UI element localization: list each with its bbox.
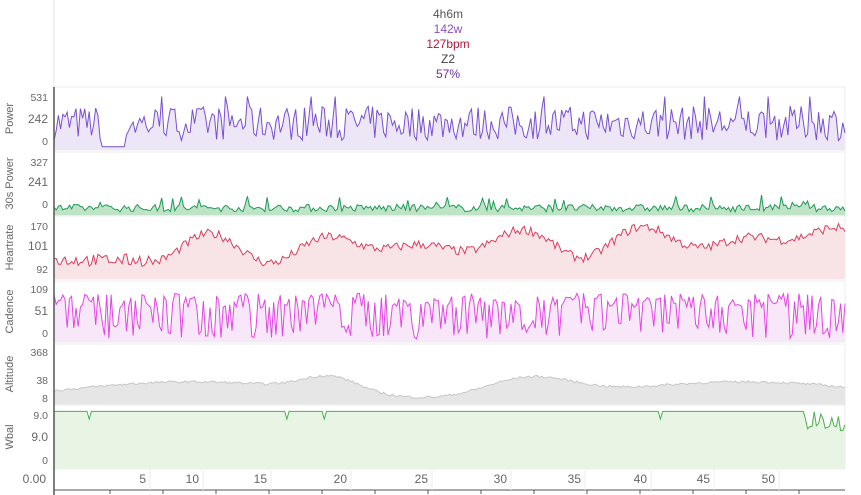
axis-name-power30: 30s Power [4, 157, 16, 209]
ytick-label: 531 [30, 92, 48, 104]
series-line-power [53, 96, 846, 148]
series-area-cadence [54, 293, 845, 342]
x-tick-label: 5 [139, 472, 146, 486]
series-area-altitude [54, 375, 845, 404]
x-tick-label: 10 [186, 472, 200, 486]
ytick-label: 0 [42, 199, 48, 211]
series-line-wbal [54, 410, 846, 432]
series-area-power30 [54, 195, 845, 215]
ytick-label: 51 [35, 304, 49, 318]
x-tick-label: 30 [494, 472, 508, 486]
x-tick-label: 40 [634, 472, 648, 486]
panel-heartrate: Heartrate 170 101 92 [4, 215, 846, 280]
summary-percent: 57% [435, 67, 461, 81]
ytick-label: 0 [42, 455, 48, 467]
ytick-label: 368 [30, 347, 48, 359]
ytick-label: 0 [42, 136, 48, 148]
summary-duration: 4h6m [432, 7, 464, 21]
panel-cadence: Cadence 109 51 0 [4, 280, 846, 343]
panel-altitude: Altitude 368 38 8 [4, 343, 846, 405]
ytick-label: 109 [30, 284, 48, 296]
axis-name-altitude: Altitude [4, 356, 16, 393]
series-area-power [54, 96, 845, 150]
axis-name-cadence: Cadence [4, 289, 16, 333]
summary-heartrate: 127bpm [426, 37, 470, 51]
x-origin-label: 0.00 [23, 472, 47, 486]
series-area-heartrate [54, 223, 845, 279]
series-line-cadence [53, 292, 846, 341]
ytick-label: 242 [28, 112, 48, 126]
ytick-label: 9.0 [31, 430, 48, 444]
panel-power30: 30s Power 327 241 0 [4, 151, 846, 216]
series-line-altitude [53, 374, 846, 399]
ytick-label: 0 [42, 328, 48, 340]
x-tick-label: 15 [254, 472, 268, 486]
ytick-label: 8 [42, 393, 48, 405]
axis-name-power: Power [4, 103, 16, 135]
ytick-label: 327 [30, 157, 48, 169]
ytick-label: 92 [36, 264, 48, 276]
series-line-power30 [53, 195, 846, 214]
ytick-label: 101 [28, 239, 48, 253]
ride-summary: 4h6m 142w 127bpm Z2 57% [348, 7, 548, 82]
x-tick-label: 45 [697, 472, 711, 486]
series-area-wbal [54, 411, 845, 469]
x-tick-label: 50 [762, 472, 776, 486]
x-tick-label: 20 [334, 472, 348, 486]
summary-zone: Z2 [440, 52, 455, 66]
axis-name-wbal: Wbal [4, 424, 16, 449]
ytick-label: 170 [30, 221, 48, 233]
panel-power: Power 531 242 0 [4, 86, 846, 151]
x-axis: 0.00 5 10 15 20 25 30 35 40 45 50 [23, 470, 845, 494]
ytick-label: 9.0 [33, 410, 48, 422]
axis-name-heartrate: Heartrate [4, 225, 16, 271]
summary-power: 142w [433, 22, 463, 36]
series-line-heartrate [53, 222, 846, 267]
x-tick-label: 25 [415, 472, 429, 486]
panel-wbal: Wbal 9.0 9.0 0 [4, 404, 846, 470]
ytick-label: 241 [28, 175, 48, 189]
ytick-label: 38 [36, 375, 48, 387]
x-tick-label: 35 [568, 472, 582, 486]
